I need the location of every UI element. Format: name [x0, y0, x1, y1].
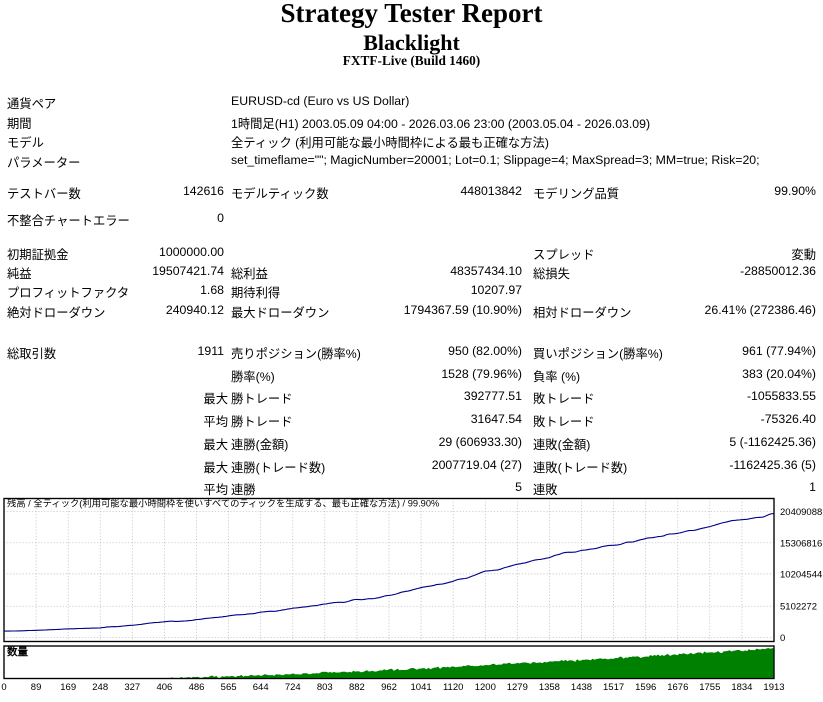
svg-text:1041: 1041 — [411, 682, 432, 693]
svg-text:1913: 1913 — [763, 682, 784, 693]
svg-text:15306816: 15306816 — [780, 538, 822, 549]
svg-text:5102272: 5102272 — [780, 602, 817, 613]
svg-text:10204544: 10204544 — [780, 569, 822, 580]
svg-text:644: 644 — [253, 682, 269, 693]
svg-text:724: 724 — [285, 682, 301, 693]
svg-text:248: 248 — [92, 682, 108, 693]
svg-text:89: 89 — [31, 682, 42, 693]
svg-text:882: 882 — [349, 682, 365, 693]
svg-text:962: 962 — [381, 682, 397, 693]
svg-text:数量: 数量 — [6, 645, 28, 658]
svg-text:0: 0 — [780, 633, 785, 644]
svg-text:1676: 1676 — [667, 682, 688, 693]
svg-text:残高 / 全ティック(利用可能な最小時間枠を使いすべてのティ: 残高 / 全ティック(利用可能な最小時間枠を使いすべてのティックを生成する、最も… — [7, 498, 439, 509]
svg-text:0: 0 — [1, 682, 6, 693]
svg-text:1279: 1279 — [507, 682, 528, 693]
svg-text:486: 486 — [189, 682, 205, 693]
svg-text:1755: 1755 — [699, 682, 720, 693]
svg-text:1438: 1438 — [571, 682, 592, 693]
svg-text:1834: 1834 — [731, 682, 752, 693]
svg-text:803: 803 — [317, 682, 333, 693]
svg-text:1517: 1517 — [603, 682, 624, 693]
svg-text:20409088: 20409088 — [780, 507, 822, 518]
svg-text:1200: 1200 — [475, 682, 496, 693]
svg-text:169: 169 — [60, 682, 76, 693]
svg-text:327: 327 — [124, 682, 140, 693]
svg-text:406: 406 — [156, 682, 172, 693]
svg-text:1358: 1358 — [539, 682, 560, 693]
svg-text:565: 565 — [221, 682, 237, 693]
svg-text:1120: 1120 — [443, 682, 463, 693]
svg-text:1596: 1596 — [635, 682, 656, 693]
